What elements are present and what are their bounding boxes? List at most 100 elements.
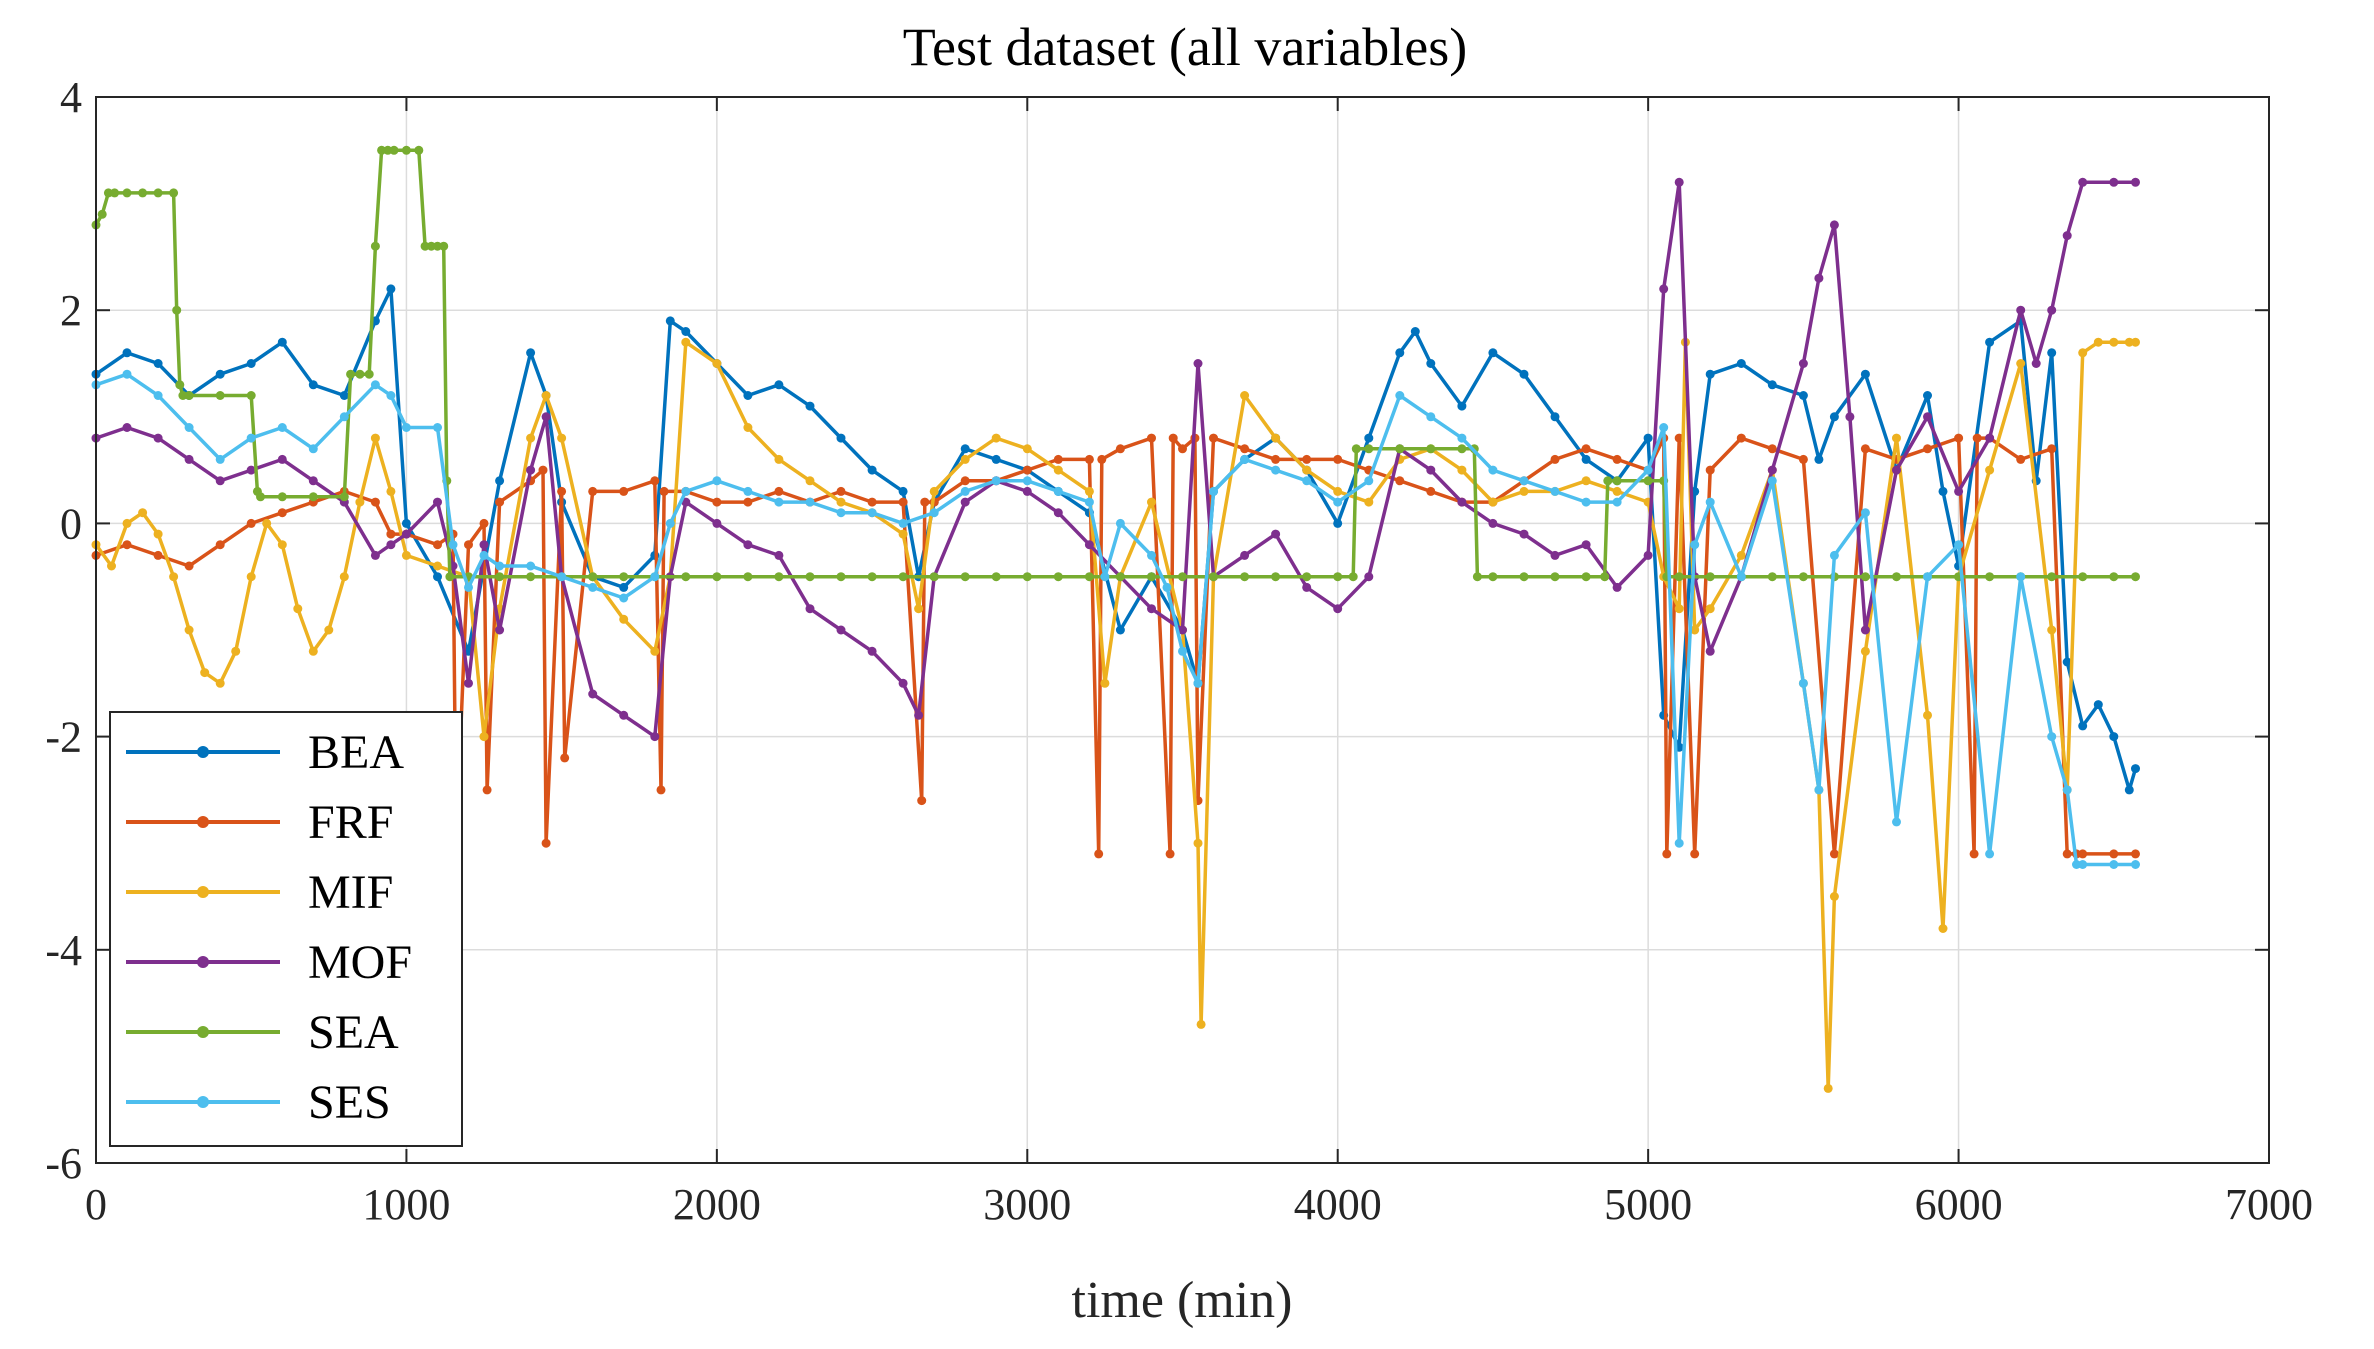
- data-point-bea: [1814, 454, 1824, 464]
- data-point-ses: [991, 476, 1001, 486]
- data-point-sea: [122, 188, 132, 198]
- data-point-ses: [2062, 785, 2072, 795]
- data-point-bea: [2093, 700, 2103, 710]
- data-point-ses: [665, 518, 675, 528]
- data-point-sea: [495, 572, 505, 582]
- data-point-ses: [1053, 486, 1063, 496]
- data-point-bea: [153, 359, 163, 368]
- data-point-mof: [867, 646, 877, 656]
- data-point-ses: [246, 433, 256, 443]
- x-tick-label: 2000: [673, 1180, 761, 1229]
- x-tick-label: 6000: [1915, 1180, 2003, 1229]
- data-point-mif: [355, 497, 365, 507]
- data-point-mif: [1938, 924, 1948, 933]
- data-point-bea: [681, 327, 691, 336]
- data-point-frf: [433, 540, 442, 550]
- data-point-bea: [1115, 625, 1125, 635]
- data-point-frf: [1581, 444, 1591, 454]
- data-point-sea: [383, 145, 393, 155]
- data-point-sea: [1348, 572, 1358, 582]
- data-point-sea: [1519, 572, 1529, 582]
- data-point-frf: [1860, 444, 1870, 454]
- data-point-sea: [1457, 444, 1467, 454]
- data-point-sea: [103, 188, 113, 198]
- data-point-frf: [1798, 454, 1808, 464]
- data-point-mof: [1053, 508, 1063, 518]
- data-point-mif: [308, 646, 318, 656]
- data-point-ses: [2047, 732, 2057, 742]
- data-point-mif: [1271, 433, 1281, 443]
- data-point-mif: [1581, 476, 1591, 486]
- data-point-mof: [1798, 359, 1808, 368]
- data-point-frf: [2109, 849, 2119, 859]
- data-point-bea: [1798, 391, 1808, 400]
- data-point-frf: [920, 497, 930, 507]
- data-point-mof: [1147, 604, 1156, 614]
- legend-marker-frf: [197, 816, 209, 828]
- data-point-mof: [2016, 305, 2026, 315]
- data-point-ses: [1178, 646, 1187, 656]
- data-point-mif: [153, 529, 163, 539]
- data-point-mif: [1147, 497, 1156, 507]
- data-point-sea: [246, 391, 256, 400]
- series-mof: [91, 177, 2140, 742]
- data-point-ses: [1271, 465, 1281, 475]
- data-point-mof: [774, 550, 784, 560]
- data-point-mif: [1022, 444, 1032, 454]
- data-point-frf: [560, 753, 570, 763]
- data-point-mif: [1193, 838, 1203, 848]
- data-point-frf: [836, 486, 846, 496]
- legend-label-sea: SEA: [308, 1006, 399, 1059]
- data-point-frf: [1115, 444, 1125, 454]
- data-point-mof: [1612, 582, 1622, 592]
- data-point-ses: [184, 423, 194, 432]
- data-point-sea: [1271, 572, 1281, 582]
- data-point-frf: [1147, 433, 1156, 443]
- data-point-mof: [1271, 529, 1281, 539]
- data-point-bea: [433, 572, 442, 582]
- data-point-sea: [1603, 476, 1613, 486]
- data-point-frf: [557, 486, 567, 496]
- data-point-bea: [386, 284, 396, 294]
- data-point-mif: [541, 391, 551, 400]
- data-point-ses: [215, 454, 225, 464]
- data-point-mif: [200, 668, 210, 678]
- data-point-mif: [774, 454, 784, 464]
- data-point-mof: [1581, 540, 1591, 550]
- data-point-sea: [1860, 572, 1870, 582]
- data-point-mof: [308, 476, 318, 486]
- legend-label-frf: FRF: [308, 796, 393, 849]
- data-point-ses: [1690, 540, 1700, 550]
- data-point-mif: [246, 572, 256, 582]
- data-point-ses: [712, 476, 722, 486]
- data-point-mif: [1690, 625, 1700, 635]
- data-point-bea: [1829, 412, 1839, 422]
- data-point-mif: [2093, 337, 2103, 347]
- data-point-mif: [1053, 465, 1063, 475]
- data-point-ses: [1814, 785, 1824, 795]
- data-point-sea: [175, 380, 185, 390]
- data-point-bea: [2124, 785, 2134, 795]
- data-point-mif: [805, 476, 815, 486]
- data-point-frf: [867, 497, 877, 507]
- data-point-frf: [1829, 849, 1839, 859]
- data-point-bea: [277, 337, 287, 347]
- data-point-sea: [836, 572, 846, 582]
- data-point-frf: [2016, 454, 2026, 464]
- data-point-ses: [929, 508, 939, 518]
- data-point-sea: [1674, 572, 1684, 582]
- data-point-mof: [1457, 497, 1467, 507]
- data-point-bea: [774, 380, 784, 390]
- data-point-ses: [448, 540, 458, 550]
- data-point-mif: [1892, 433, 1901, 443]
- data-point-mof: [215, 476, 225, 486]
- data-point-sea: [898, 572, 908, 582]
- data-point-frf: [2131, 849, 2140, 859]
- data-point-mif: [836, 497, 846, 507]
- data-point-bea: [619, 582, 629, 592]
- data-point-sea: [414, 145, 424, 155]
- x-tick-label: 4000: [1294, 1180, 1382, 1229]
- legend-label-ses: SES: [308, 1076, 391, 1129]
- data-point-sea: [1705, 572, 1715, 582]
- data-point-ses: [277, 423, 287, 432]
